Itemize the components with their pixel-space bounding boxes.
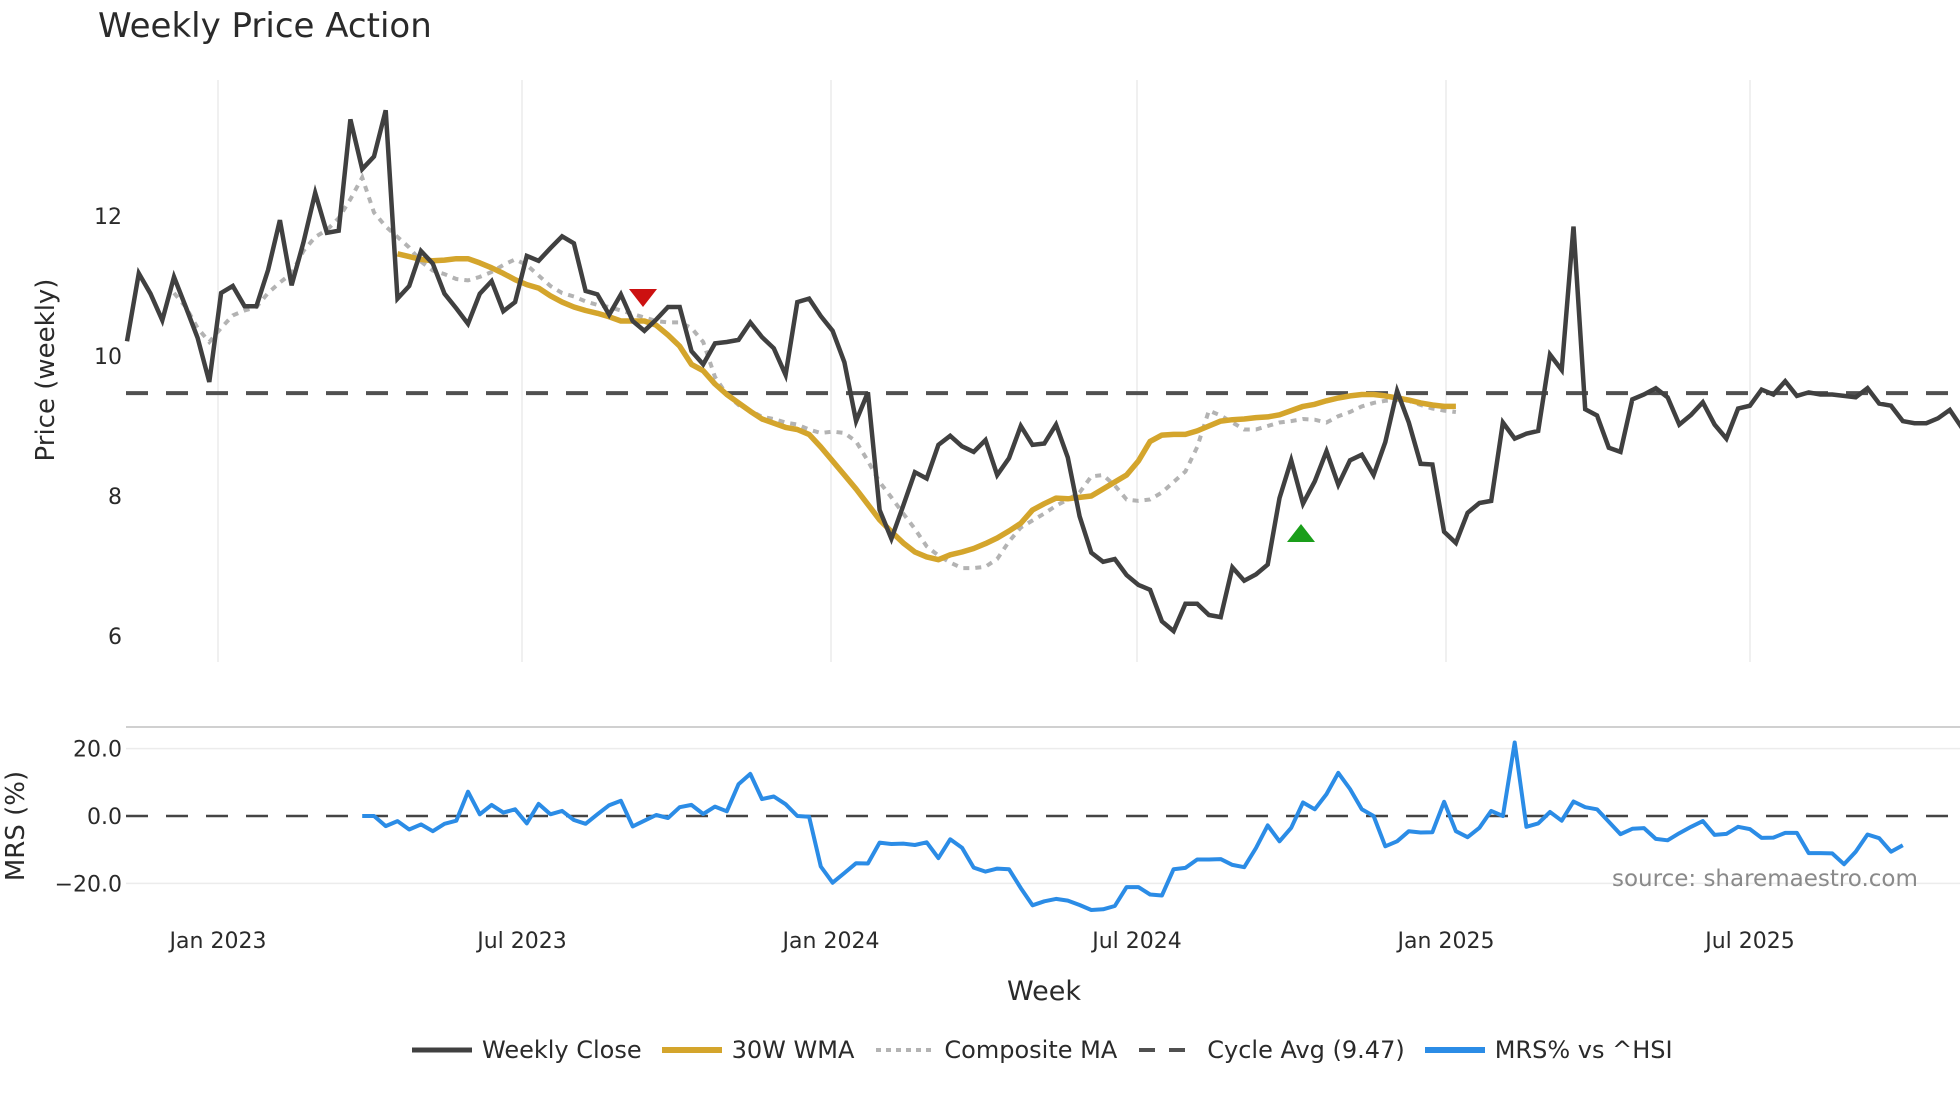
- signal-markers: [629, 289, 1315, 542]
- sell-signal-icon: [629, 289, 657, 307]
- legend-swatch-solid-dark-icon: [412, 1043, 472, 1057]
- source-annotation: source: sharemaestro.com: [1612, 866, 1918, 892]
- mrs-y-ticks: −20.0 0.0 20.0: [55, 738, 122, 898]
- legend-swatch-solid-blue-icon: [1424, 1043, 1485, 1057]
- plot-series: [124, 109, 1960, 912]
- legend-label: Cycle Avg (9.47): [1207, 1036, 1405, 1064]
- legend-swatch-dashed-gray-icon: [1137, 1043, 1198, 1057]
- svg-text:12: 12: [94, 205, 122, 230]
- legend-item-mrs[interactable]: MRS% vs ^HSI: [1424, 1036, 1673, 1064]
- svg-text:20.0: 20.0: [73, 738, 122, 763]
- svg-text:Jul 2023: Jul 2023: [475, 929, 567, 954]
- legend-label: Weekly Close: [482, 1036, 642, 1064]
- svg-text:−20.0: −20.0: [55, 872, 122, 897]
- legend-item-composite-ma[interactable]: Composite MA: [874, 1036, 1117, 1064]
- legend-label: Composite MA: [944, 1036, 1118, 1064]
- buy-signal-icon: [1287, 524, 1315, 542]
- svg-text:8: 8: [108, 485, 122, 510]
- legend-item-30w-wma[interactable]: 30W WMA: [661, 1036, 855, 1064]
- x-axis-label: Week: [1007, 976, 1081, 1007]
- svg-text:0.0: 0.0: [87, 805, 122, 830]
- svg-text:Jul 2025: Jul 2025: [1703, 929, 1795, 954]
- svg-text:10: 10: [94, 345, 122, 370]
- legend-item-weekly-close[interactable]: Weekly Close: [412, 1036, 642, 1064]
- legend-swatch-dotted-gray-icon: [874, 1043, 935, 1057]
- main-y-ticks: 6 8 10 12: [94, 205, 122, 650]
- svg-text:6: 6: [108, 625, 122, 650]
- svg-text:Jan 2023: Jan 2023: [168, 929, 267, 954]
- main-y-axis-label: Price (weekly): [31, 278, 61, 462]
- svg-text:Jul 2024: Jul 2024: [1090, 929, 1182, 954]
- svg-text:Jan 2025: Jan 2025: [1396, 929, 1495, 954]
- gridlines: [217, 80, 1751, 662]
- mrs-y-axis-label: MRS (%): [1, 770, 31, 882]
- legend-swatch-solid-gold-icon: [661, 1043, 722, 1057]
- legend: Weekly Close 30W WMA Composite MA Cycle …: [412, 1036, 1693, 1064]
- legend-item-cycle-avg[interactable]: Cycle Avg (9.47): [1137, 1036, 1405, 1064]
- svg-text:Jan 2024: Jan 2024: [781, 929, 880, 954]
- mrs-panel-frame: [126, 726, 1960, 885]
- chart-title: Weekly Price Action: [98, 6, 432, 46]
- legend-label: 30W WMA: [731, 1036, 855, 1064]
- x-axis-ticks: Jan 2023 Jul 2023 Jan 2024 Jul 2024 Jan 2025…: [168, 929, 1795, 954]
- legend-label: MRS% vs ^HSI: [1494, 1036, 1673, 1064]
